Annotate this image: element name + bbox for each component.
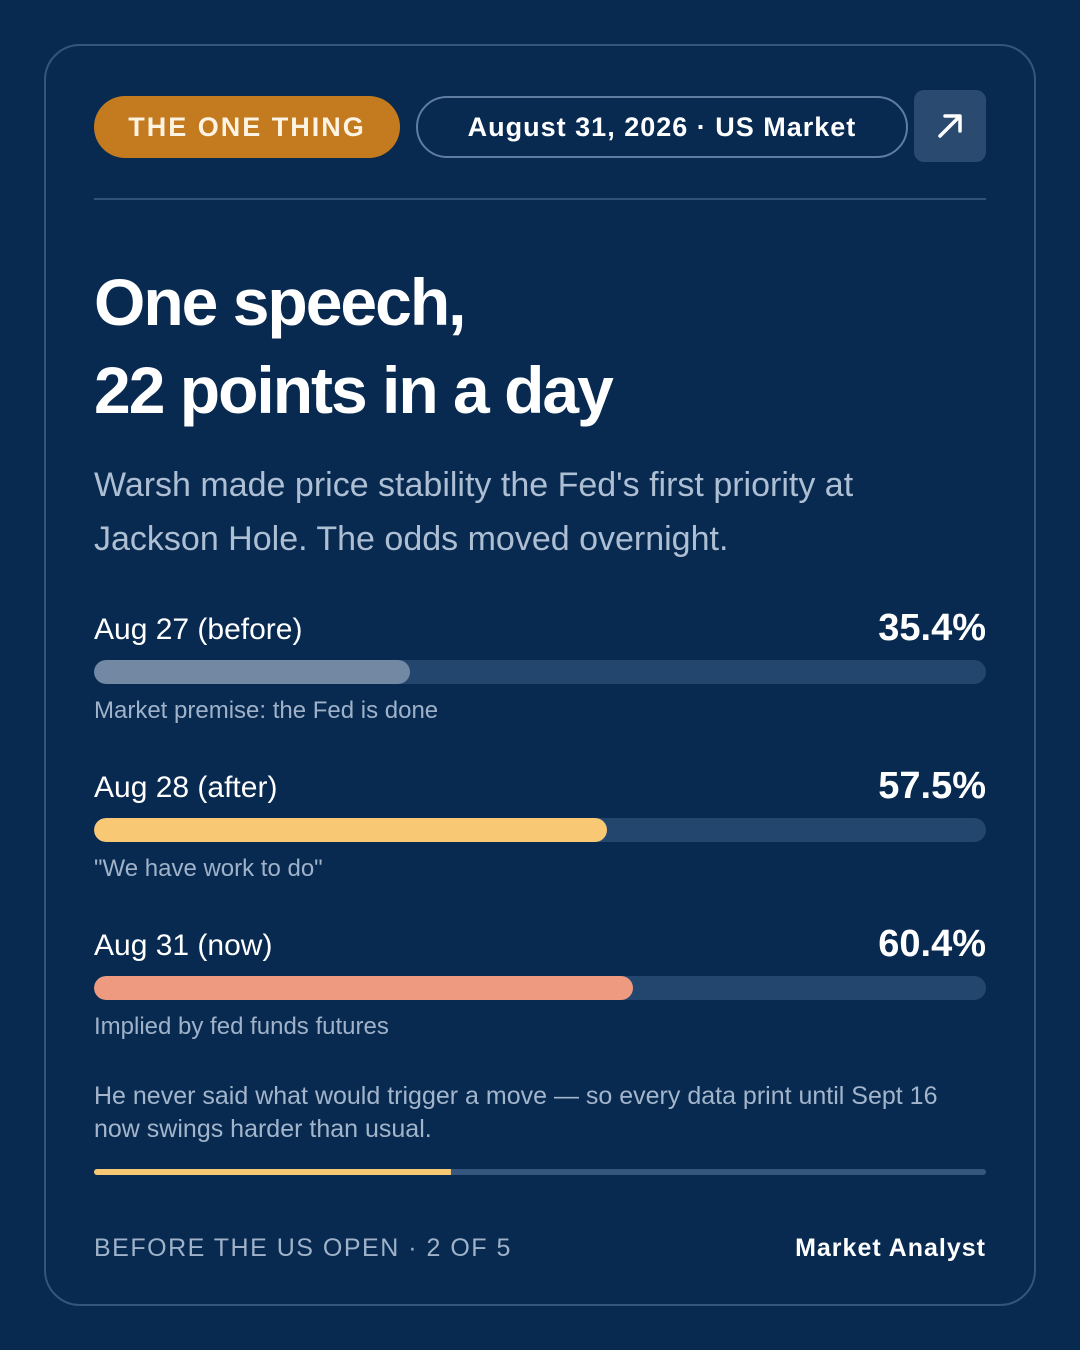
stat-label: Aug 31 (now) <box>94 929 273 962</box>
date-badge: August 31, 2026 · US Market <box>416 96 908 158</box>
stat-note: "We have work to do" <box>94 855 323 882</box>
stat-note: Market premise: the Fed is done <box>94 697 439 724</box>
header-divider <box>94 198 986 200</box>
stat-note: Implied by fed funds futures <box>94 1013 389 1040</box>
stat-bar-fill <box>94 976 633 1000</box>
story-progress-fill <box>94 1169 451 1175</box>
section-tag: THE ONE THING <box>94 96 400 158</box>
arrow-up-right-icon <box>938 114 962 138</box>
share-button[interactable] <box>914 90 986 162</box>
story-progress-bar <box>94 1169 986 1175</box>
stat-label: Aug 27 (before) <box>94 613 303 646</box>
headline-line-1: One speech, <box>94 265 467 339</box>
footer-author: Market Analyst <box>795 1234 986 1262</box>
footer-series-label: BEFORE THE US OPEN · 2 OF 5 <box>94 1234 512 1262</box>
footnote: He never said what would trigger a move … <box>94 1082 938 1143</box>
stat-bar-track <box>94 976 986 1000</box>
headline-line-2: 22 points in a day <box>94 353 614 427</box>
stat-value: 57.5% <box>878 765 986 807</box>
stat-bar-track <box>94 660 986 684</box>
stat-value: 35.4% <box>878 607 986 649</box>
stat-value: 60.4% <box>878 923 986 965</box>
subhead: Warsh made price stability the Fed's fir… <box>94 466 854 558</box>
headline: One speech, 22 points in a day <box>94 258 986 434</box>
stat-label: Aug 28 (after) <box>94 771 278 804</box>
stat-bar-track <box>94 818 986 842</box>
stat-bar-fill <box>94 818 607 842</box>
stat-bar-fill <box>94 660 410 684</box>
